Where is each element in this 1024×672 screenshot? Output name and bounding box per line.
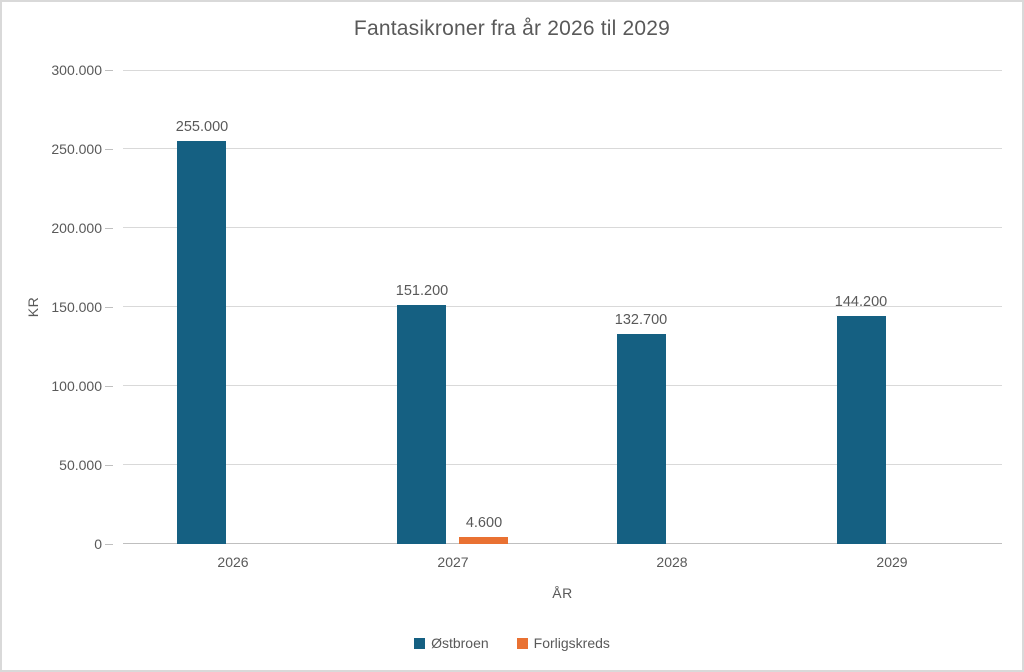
legend-swatch-icon xyxy=(414,637,426,649)
y-axis-tick-label: 50.000 xyxy=(59,457,102,473)
data-label-østbroen-2029: 144.200 xyxy=(834,294,888,310)
legend: Østbroen Forligskreds xyxy=(2,635,1022,651)
bar-østbroen-2029 xyxy=(837,316,886,544)
y-axis-tick-label: 100.000 xyxy=(51,378,102,394)
y-axis-tickmark xyxy=(105,386,113,387)
y-axis-tickmark xyxy=(105,544,113,545)
x-axis-tick-label-2026: 2026 xyxy=(217,554,249,570)
y-axis-tick-label: 150.000 xyxy=(51,299,102,315)
x-axis-tick-label-2027: 2027 xyxy=(437,554,469,570)
x-axis-tick-label-2028: 2028 xyxy=(656,554,688,570)
y-axis-tick-label: 200.000 xyxy=(51,220,102,236)
x-axis-title: ÅR xyxy=(552,585,573,601)
gridline xyxy=(123,148,1002,149)
y-axis-tickmark xyxy=(105,149,113,150)
y-axis-tick-label: 300.000 xyxy=(51,62,102,78)
bar-østbroen-2026 xyxy=(177,141,226,544)
legend-label: Forligskreds xyxy=(533,635,610,651)
bar-forligskreds-2027 xyxy=(459,537,508,544)
bar-østbroen-2027 xyxy=(397,305,446,544)
gridline xyxy=(123,464,1002,465)
legend-swatch-icon xyxy=(516,637,528,649)
data-label-forligskreds-2027: 4.600 xyxy=(465,515,503,531)
legend-item-østbroen: Østbroen xyxy=(414,635,489,651)
gridline xyxy=(123,385,1002,386)
y-axis-tickmark xyxy=(105,465,113,466)
y-axis-tickmark xyxy=(105,307,113,308)
data-label-østbroen-2026: 255.000 xyxy=(175,119,229,135)
y-axis-tickmark xyxy=(105,228,113,229)
data-label-østbroen-2027: 151.200 xyxy=(395,283,449,299)
bar-østbroen-2028 xyxy=(617,334,666,544)
legend-item-forligskreds: Forligskreds xyxy=(516,635,610,651)
y-axis-tickmark xyxy=(105,70,113,71)
chart-title: Fantasikroner fra år 2026 til 2029 xyxy=(353,17,671,40)
y-axis-tick-label: 0 xyxy=(94,536,102,552)
x-axis-tick-label-2029: 2029 xyxy=(876,554,908,570)
gridline xyxy=(123,70,1002,71)
y-axis-tick-label: 250.000 xyxy=(51,141,102,157)
x-axis-line xyxy=(123,543,1002,544)
legend-label: Østbroen xyxy=(431,635,489,651)
gridline xyxy=(123,306,1002,307)
plot-area xyxy=(123,70,1002,544)
gridline xyxy=(123,227,1002,228)
data-label-østbroen-2028: 132.700 xyxy=(614,312,668,328)
